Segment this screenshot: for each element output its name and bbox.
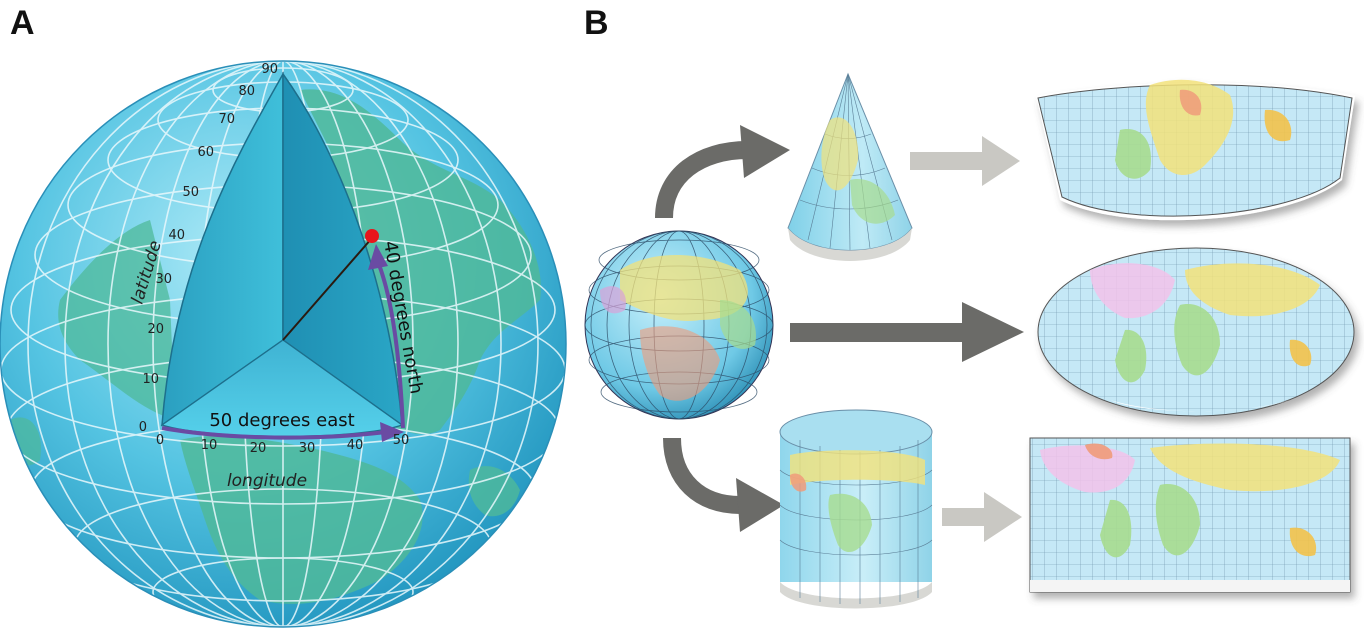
conic-map: [1036, 79, 1355, 221]
latitude-tick-labels: 0 10 20 30 40 50 60 70 80 90: [139, 62, 278, 435]
lat-tick-70: 70: [218, 112, 235, 127]
cylindrical-map: [1029, 437, 1351, 593]
longitude-tick-labels: 0 10 20 30 40 50: [156, 433, 409, 456]
cone-projection-surface: [787, 72, 913, 261]
source-globe: [584, 230, 774, 420]
lon-tick-10: 10: [201, 438, 218, 453]
globe-wedge: [160, 71, 404, 437]
panel-label-b: B: [584, 4, 609, 42]
radius-line: [282, 237, 373, 341]
pseudocylindrical-map: [1037, 247, 1355, 417]
lat-tick-20: 20: [147, 322, 164, 337]
arrow-to-cone: [655, 141, 749, 219]
lon-tick-20: 20: [250, 441, 267, 456]
arrow-cone-to-map: [910, 152, 982, 170]
north-arrow-line: [376, 261, 405, 429]
lat-tick-40: 40: [168, 228, 185, 243]
latlon-globe: 0 10 20 30 40 50 60 70 80 90 0 10 20 30 …: [0, 60, 567, 628]
arrow-to-pseudocylindrical: [790, 323, 970, 342]
east-arrow-line: [161, 426, 387, 440]
panel-label-a: A: [10, 4, 35, 42]
lat-tick-50: 50: [182, 185, 199, 200]
north-arrow-head: [368, 244, 388, 270]
arrow-cone-to-map-head: [982, 136, 1020, 186]
lon-tick-50: 50: [393, 433, 410, 448]
east-label: 50 degrees east: [209, 410, 354, 431]
location-point: [365, 229, 379, 243]
lat-tick-30: 30: [155, 272, 172, 287]
cylinder-projection-surface: [779, 409, 933, 609]
lon-tick-0: 0: [156, 433, 164, 448]
lon-tick-40: 40: [347, 438, 364, 453]
arrow-cylinder-to-map-head: [984, 492, 1022, 542]
arrow-to-cylinder: [663, 437, 741, 514]
lat-tick-10: 10: [142, 372, 159, 387]
lon-tick-30: 30: [299, 441, 316, 456]
arrow-cylinder-to-map: [942, 508, 984, 526]
lat-tick-60: 60: [197, 145, 214, 160]
arrow-to-cylinder-head: [736, 478, 784, 532]
lat-tick-90: 90: [261, 62, 278, 77]
east-arrow-head: [380, 422, 404, 442]
arrow-to-cone-head: [740, 125, 790, 178]
lat-tick-80: 80: [238, 84, 255, 99]
lat-tick-0: 0: [139, 420, 147, 435]
arrow-to-pseudocylindrical-head: [962, 302, 1024, 362]
projections-panel: [584, 72, 1355, 609]
longitude-title: longitude: [227, 471, 307, 491]
